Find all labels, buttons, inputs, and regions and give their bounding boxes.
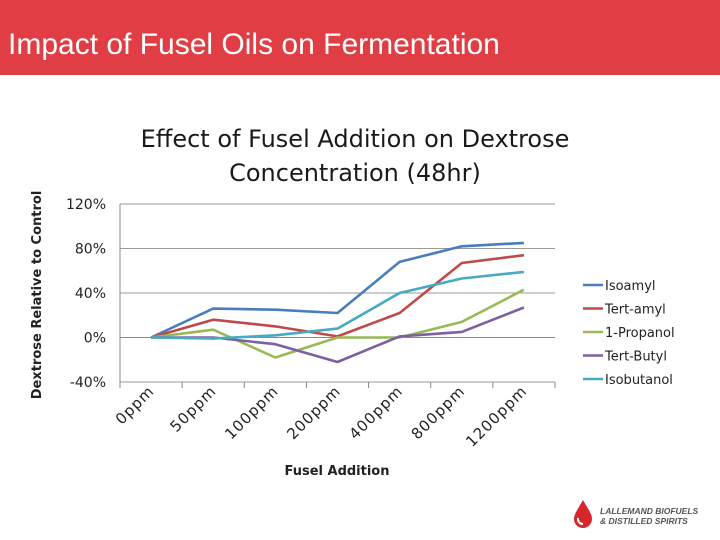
chart-title: Effect of Fusel Addition on Dextrose Con… [105, 122, 605, 190]
x-tick-label: 0ppm [112, 382, 158, 428]
series-line-isoamyl [150, 241, 524, 339]
chart-title-line-2: Concentration (48hr) [229, 159, 481, 187]
logo-line-2: & DISTILLED SPIRITS [600, 516, 688, 526]
page-title: Impact of Fusel Oils on Fermentation [8, 28, 500, 61]
x-axis-title: Fusel Addition [284, 464, 389, 479]
x-tick-label: 400ppm [345, 382, 406, 443]
y-tick-label: 40% [75, 286, 106, 302]
logo-text: LALLEMAND BIOFUELS & DISTILLED SPIRITS [600, 506, 698, 526]
header-banner: Impact of Fusel Oils on Fermentation [0, 0, 720, 75]
series-line-1-propanol [150, 288, 525, 359]
drop-icon [574, 500, 592, 528]
y-tick-label: 120% [66, 197, 106, 213]
legend-label: Tert-amyl [604, 303, 666, 318]
legend-label: 1-Propanol [605, 326, 675, 341]
y-tick-label: 0% [84, 331, 106, 347]
y-axis-title: Dextrose Relative to Control [30, 191, 45, 400]
x-tick-label: 50ppm [166, 382, 220, 436]
legend-label: Tert-Butyl [604, 350, 667, 365]
series-line-tert-butyl [151, 306, 525, 364]
x-tick-label: 200ppm [283, 382, 344, 443]
x-tick-label: 100ppm [221, 382, 282, 443]
legend-label: Isoamyl [605, 279, 656, 294]
x-tick-label: 800ppm [408, 382, 469, 443]
logo-line-1: LALLEMAND BIOFUELS [600, 506, 699, 516]
x-tick-label: 1200ppm [462, 382, 530, 450]
series-line-isobutanol [151, 270, 525, 340]
y-tick-label: 80% [75, 242, 106, 258]
chart-title-line-1: Effect of Fusel Addition on Dextrose [140, 125, 570, 153]
legend-label: Isobutanol [605, 373, 673, 388]
y-tick-label: -40% [70, 375, 106, 391]
company-logo: LALLEMAND BIOFUELS & DISTILLED SPIRITS [572, 497, 712, 535]
series-line-tert-amyl [150, 253, 525, 339]
